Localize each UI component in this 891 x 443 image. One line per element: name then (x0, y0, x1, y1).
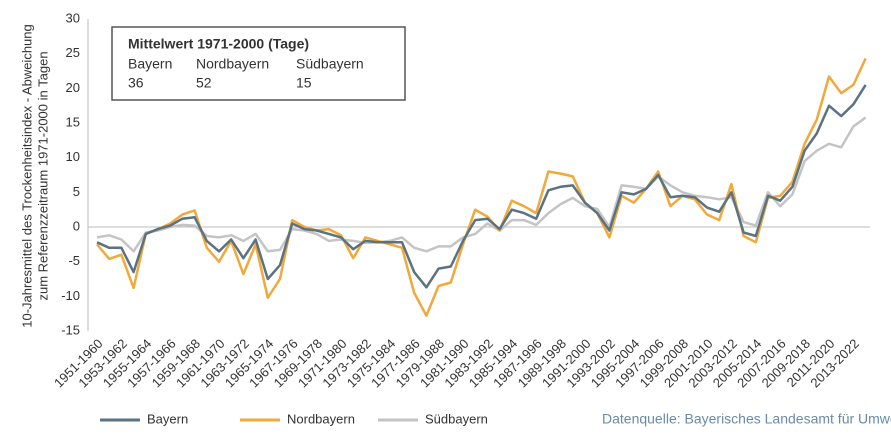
y-tick-label: 10 (66, 149, 80, 164)
y-tick-label: 25 (66, 45, 80, 60)
series-line (96, 116, 867, 253)
annotation-value: 15 (296, 75, 312, 91)
annotation-name: Bayern (128, 56, 172, 72)
annotation-value: 52 (196, 75, 212, 91)
y-tick-label: -10 (61, 288, 80, 303)
y-tick-label: -5 (68, 253, 80, 268)
y-tick-label: 5 (73, 184, 80, 199)
legend-label: Nordbayern (287, 411, 355, 426)
annotation-name: Nordbayern (196, 56, 269, 72)
annotation-value: 36 (128, 75, 144, 91)
legend-label: Bayern (147, 411, 188, 426)
annotation-box (111, 26, 406, 101)
y-tick-label: 15 (66, 114, 80, 129)
y-axis-label: 10-Jahresmittel des Trockenheitsindex - … (19, 24, 34, 328)
series-line (96, 84, 867, 289)
y-tick-label: -15 (61, 322, 80, 337)
y-tick-label: 0 (73, 218, 80, 233)
y-tick-label: 20 (66, 80, 80, 95)
annotation-name: Südbayern (296, 56, 364, 72)
y-tick-label: 30 (66, 10, 80, 25)
annotation-title: Mittelwert 1971-2000 (Tage) (128, 36, 309, 52)
legend-label: Südbayern (425, 411, 488, 426)
y-axis-label: zum Referenzzeitraum 1971-2000 in Tagen (35, 51, 50, 300)
source: Datenquelle: Bayerisches Landesamt für U… (602, 411, 891, 427)
